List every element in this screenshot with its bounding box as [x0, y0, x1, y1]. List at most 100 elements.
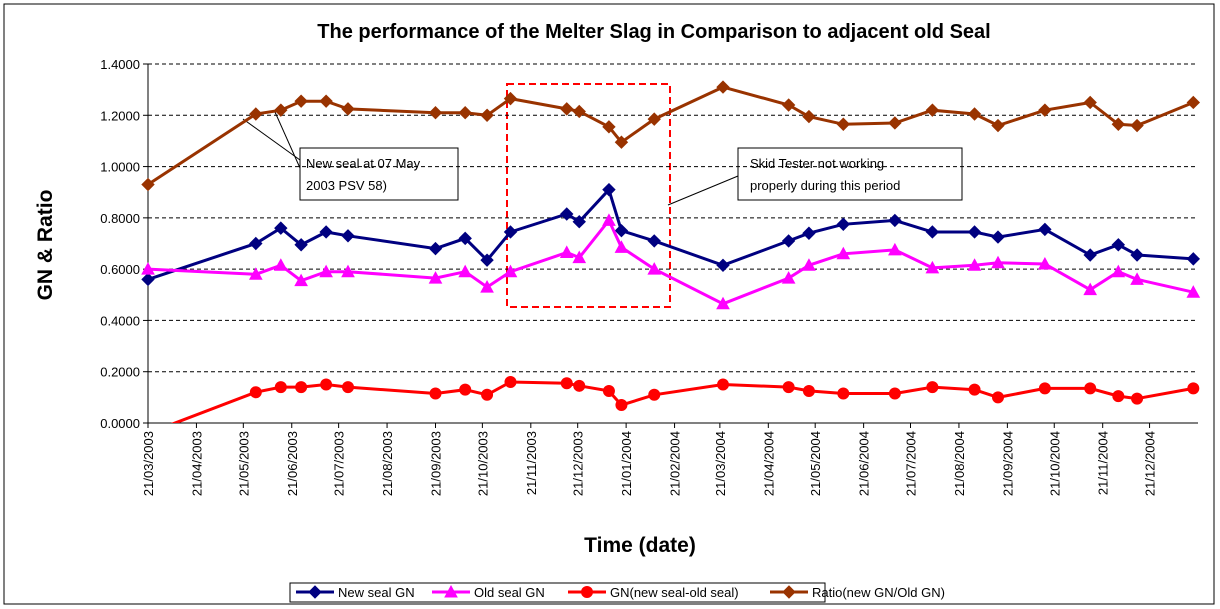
marker: [428, 106, 443, 120]
marker: [1111, 264, 1126, 278]
annotation-text: Skid Tester not working: [750, 156, 884, 171]
marker: [648, 388, 661, 401]
marker: [782, 381, 795, 394]
marker: [602, 182, 616, 197]
y-tick-label: 0.6000: [100, 262, 140, 277]
marker: [560, 102, 574, 116]
marker: [294, 273, 308, 287]
marker: [836, 246, 851, 260]
chart-border: [3, 3, 1215, 605]
marker: [560, 207, 574, 221]
marker: [991, 255, 1005, 269]
marker: [614, 240, 629, 253]
marker: [274, 221, 288, 235]
annotation-text: New seal at 07 May: [306, 156, 421, 171]
marker: [428, 241, 443, 256]
marker: [602, 120, 616, 134]
marker: [967, 258, 982, 271]
marker: [802, 258, 816, 271]
marker: [1038, 382, 1051, 395]
x-tick-label: 21/10/2004: [1047, 431, 1062, 496]
marker: [1083, 248, 1097, 262]
marker: [1111, 238, 1126, 252]
marker: [802, 226, 816, 240]
marker: [273, 258, 288, 271]
marker: [342, 381, 354, 394]
series-line: [147, 85, 1194, 186]
callout-line: [667, 175, 739, 206]
marker: [647, 112, 661, 126]
marker: [602, 384, 615, 397]
marker: [888, 116, 902, 130]
marker: [717, 378, 729, 391]
legend-box: [289, 582, 826, 603]
marker: [647, 262, 662, 275]
marker: [141, 262, 155, 275]
x-tick-label: 21/06/2003: [285, 431, 300, 496]
marker: [295, 381, 308, 394]
marker: [141, 272, 155, 287]
marker: [1083, 282, 1098, 296]
marker: [341, 102, 355, 116]
legend-label: Ratio(new GN/Old GN): [812, 585, 945, 600]
marker: [782, 585, 796, 599]
x-tick-label: 21/08/2004: [952, 431, 967, 496]
marker: [503, 264, 518, 278]
marker: [1186, 252, 1201, 266]
marker: [480, 253, 494, 267]
marker: [458, 231, 472, 246]
marker: [716, 296, 730, 310]
marker: [1038, 222, 1052, 237]
x-tick-label: 21/12/2004: [1143, 431, 1158, 496]
x-tick-label: 21/09/2004: [1000, 431, 1015, 496]
marker: [925, 103, 940, 117]
marker: [459, 383, 472, 396]
marker: [141, 177, 155, 192]
marker: [319, 264, 333, 278]
y-tick-label: 0.0000: [100, 416, 140, 431]
x-tick-label: 21/04/2003: [189, 431, 204, 496]
marker: [504, 375, 517, 388]
x-tick-label: 21/02/2004: [668, 431, 683, 496]
marker: [1112, 390, 1125, 403]
y-tick-label: 0.8000: [100, 211, 140, 226]
x-axis-title: Time (date): [584, 534, 696, 557]
marker: [1131, 392, 1144, 405]
series-line: [147, 217, 1194, 306]
x-tick-label: 21/11/2003: [524, 431, 539, 495]
series-line: [170, 380, 1194, 423]
marker: [503, 225, 518, 239]
marker: [802, 109, 816, 124]
highlight-box: [506, 83, 671, 308]
marker: [837, 387, 850, 400]
marker: [572, 104, 586, 119]
x-tick-label: 21/05/2003: [236, 431, 251, 496]
marker: [572, 250, 587, 264]
y-tick-label: 1.4000: [100, 57, 140, 72]
marker: [249, 236, 263, 251]
marker: [581, 586, 593, 598]
marker: [888, 213, 902, 228]
annotation-text: 2003 PSV 58): [306, 178, 387, 193]
marker: [319, 225, 333, 239]
y-tick-label: 1.0000: [100, 160, 140, 175]
marker: [967, 107, 982, 121]
marker: [888, 387, 901, 400]
marker: [836, 217, 851, 231]
marker: [925, 225, 940, 239]
marker: [802, 384, 815, 397]
y-tick-label: 0.2000: [100, 365, 140, 380]
marker: [294, 238, 308, 252]
annotation-box: [299, 147, 459, 201]
marker: [926, 381, 939, 394]
marker: [615, 399, 628, 412]
plot-area: [141, 80, 1201, 423]
x-tick-label: 21/09/2003: [429, 431, 444, 496]
marker: [992, 391, 1004, 404]
annotation-box: [737, 147, 963, 201]
marker: [274, 103, 288, 117]
x-tick-label: 21/06/2004: [857, 431, 872, 496]
chart-title: The performance of the Melter Slag in Co…: [317, 21, 990, 43]
x-tick-label: 21/05/2004: [808, 431, 823, 496]
